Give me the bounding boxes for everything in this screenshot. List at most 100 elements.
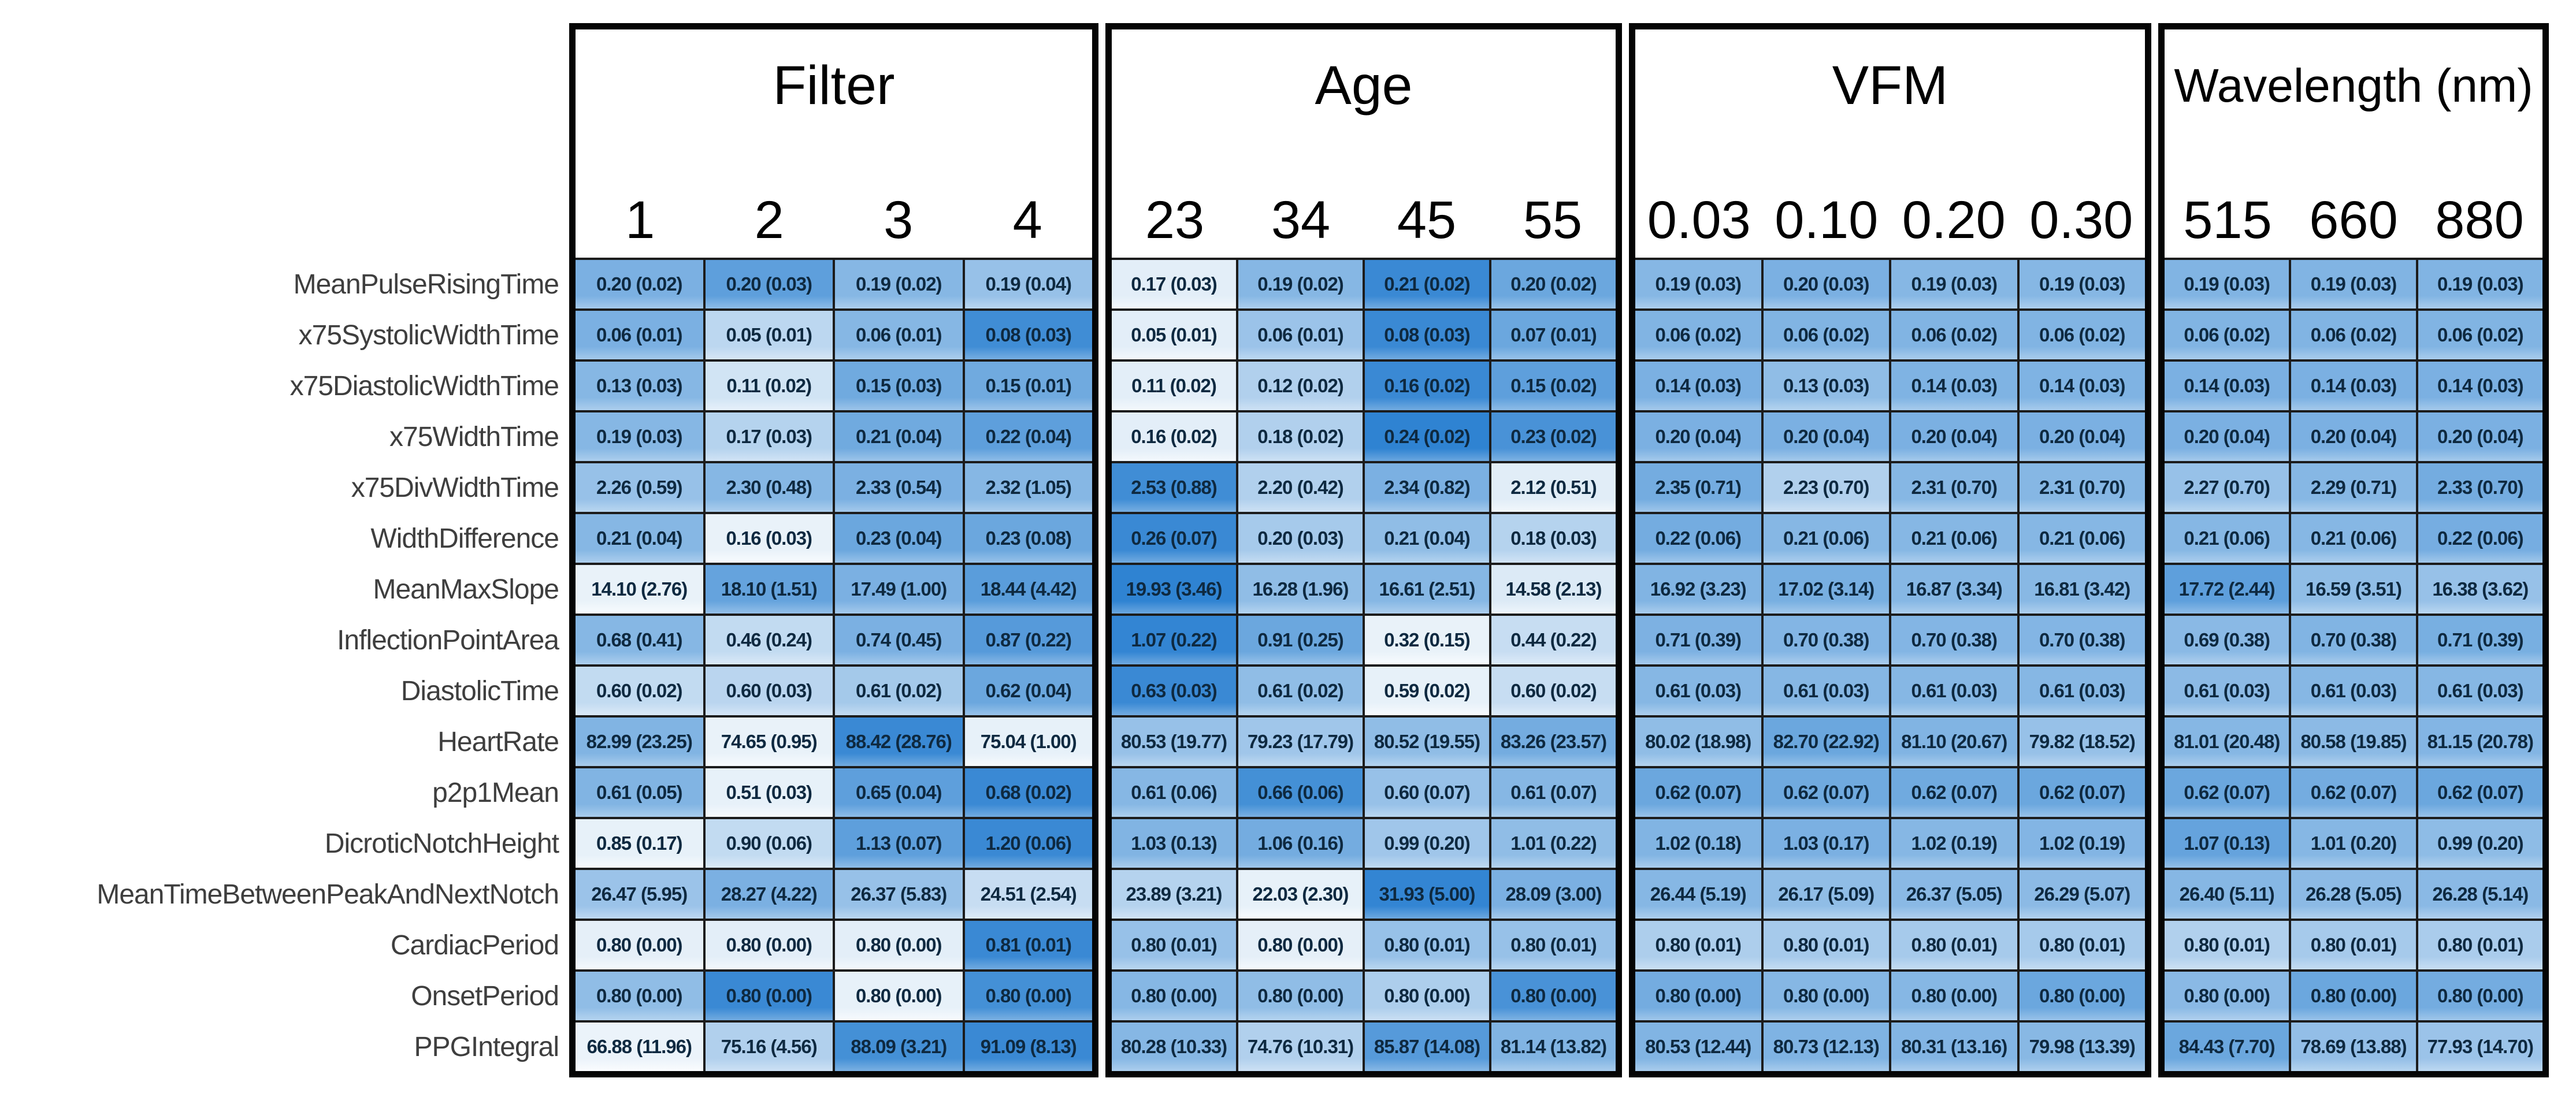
heatmap-cell: 0.61 (0.02)	[835, 667, 963, 715]
heatmap-cell: 0.44 (0.22)	[1491, 616, 1616, 664]
heatmap-cell: 81.10 (20.67)	[1891, 718, 2017, 766]
heatmap-cell: 17.72 (2.44)	[2165, 565, 2289, 614]
heatmap-cell: 0.90 (0.06)	[705, 819, 833, 868]
column-header: 3	[884, 191, 914, 250]
heatmap-cell: 0.13 (0.03)	[576, 362, 703, 410]
heatmap-cell: 0.80 (0.00)	[835, 972, 963, 1020]
heatmap-cell: 17.02 (3.14)	[1763, 565, 1889, 614]
heatmap-cell: 0.62 (0.07)	[2019, 768, 2145, 817]
heatmap-cell: 0.61 (0.02)	[1238, 667, 1363, 715]
heatmap-cell: 26.40 (5.11)	[2165, 870, 2289, 919]
column-header: 0.30	[2029, 191, 2133, 250]
column-headers: 1 2 3 4	[576, 142, 1092, 258]
heatmap-cell: 0.21 (0.02)	[1365, 260, 1489, 308]
heatmap-cell: 0.19 (0.02)	[1238, 260, 1363, 308]
cells-grid: 0.17 (0.03) 0.19 (0.02) 0.21 (0.02) 0.20 (0…	[1112, 258, 1616, 1071]
heatmap-cell: 0.80 (0.01)	[1763, 921, 1889, 969]
heatmap-cell: 0.07 (0.01)	[1491, 311, 1616, 359]
heatmap-cell: 0.19 (0.03)	[2165, 260, 2289, 308]
heatmap-cell: 0.66 (0.06)	[1238, 768, 1363, 817]
heatmap-cell: 74.76 (10.31)	[1238, 1023, 1363, 1071]
heatmap-cell: 14.10 (2.76)	[576, 565, 703, 614]
heatmap-cell: 0.20 (0.04)	[1891, 412, 2017, 461]
heatmap-cell: 0.22 (0.06)	[2418, 514, 2542, 563]
heatmap-cell: 1.20 (0.06)	[964, 819, 1092, 868]
row-label: MeanPulseRisingTime	[293, 269, 559, 300]
heatmap-cell: 0.06 (0.01)	[1238, 311, 1363, 359]
heatmap-cell: 0.70 (0.38)	[2291, 616, 2416, 664]
heatmap-cell: 0.20 (0.04)	[1763, 412, 1889, 461]
heatmap-cell: 0.06 (0.02)	[1635, 311, 1761, 359]
heatmap-cell: 0.91 (0.25)	[1238, 616, 1363, 664]
heatmap-cell: 0.18 (0.03)	[1491, 514, 1616, 563]
heatmap-cell: 1.02 (0.18)	[1635, 819, 1761, 868]
column-header: 34	[1271, 191, 1331, 250]
heatmap-cell: 26.37 (5.83)	[835, 870, 963, 919]
heatmap-cell: 0.61 (0.03)	[2291, 667, 2416, 715]
heatmap-cell: 0.08 (0.03)	[1365, 311, 1489, 359]
heatmap-cell: 0.71 (0.39)	[2418, 616, 2542, 664]
row-label: x75SystolicWidthTime	[298, 319, 559, 351]
heatmap-cell: 0.61 (0.03)	[2019, 667, 2145, 715]
heatmap-cell: 0.05 (0.01)	[705, 311, 833, 359]
row-labels-column: MeanPulseRisingTime x75SystolicWidthTime x…	[0, 23, 569, 1071]
heatmap-cell: 83.26 (23.57)	[1491, 718, 1616, 766]
heatmap-cell: 0.61 (0.03)	[2165, 667, 2289, 715]
heatmap-cell: 0.65 (0.04)	[835, 768, 963, 817]
heatmap-cell: 0.80 (0.00)	[1112, 972, 1236, 1020]
heatmap-cell: 80.53 (12.44)	[1635, 1023, 1761, 1071]
heatmap-cell: 84.43 (7.70)	[2165, 1023, 2289, 1071]
heatmap-cell: 0.06 (0.02)	[1891, 311, 2017, 359]
heatmap-cell: 0.14 (0.03)	[2418, 362, 2542, 410]
heatmap-cell: 2.30 (0.48)	[705, 463, 833, 512]
heatmap-cell: 0.06 (0.01)	[576, 311, 703, 359]
heatmap-cell: 91.09 (8.13)	[964, 1023, 1092, 1071]
heatmap-cell: 0.19 (0.03)	[1891, 260, 2017, 308]
heatmap-cell: 81.15 (20.78)	[2418, 718, 2542, 766]
column-header: 0.03	[1647, 191, 1751, 250]
heatmap-cell: 0.62 (0.07)	[2418, 768, 2542, 817]
heatmap-cell: 16.28 (1.96)	[1238, 565, 1363, 614]
heatmap-cell: 0.14 (0.03)	[2291, 362, 2416, 410]
column-headers: 515 660 880	[2165, 142, 2542, 258]
heatmap-cell: 0.21 (0.06)	[2165, 514, 2289, 563]
heatmap-cell: 0.21 (0.06)	[1763, 514, 1889, 563]
heatmap-cell: 80.31 (13.16)	[1891, 1023, 2017, 1071]
heatmap-cell: 75.16 (4.56)	[705, 1023, 833, 1071]
heatmap-cell: 0.18 (0.02)	[1238, 412, 1363, 461]
heatmap-cell: 0.14 (0.03)	[1635, 362, 1761, 410]
heatmap-cell: 0.62 (0.07)	[1635, 768, 1761, 817]
heatmap-cell: 0.20 (0.03)	[1238, 514, 1363, 563]
heatmap-cell: 0.81 (0.01)	[964, 921, 1092, 969]
heatmap-cell: 1.06 (0.16)	[1238, 819, 1363, 868]
heatmap-cell: 0.21 (0.04)	[835, 412, 963, 461]
heatmap-cell: 18.44 (4.42)	[964, 565, 1092, 614]
heatmap-cell: 0.06 (0.02)	[2165, 311, 2289, 359]
column-header: 660	[2309, 191, 2398, 250]
heatmap-cell: 0.14 (0.03)	[2019, 362, 2145, 410]
column-header: 45	[1397, 191, 1457, 250]
heatmap-cell: 1.01 (0.20)	[2291, 819, 2416, 868]
row-label: x75DivWidthTime	[351, 472, 559, 503]
heatmap-cell: 22.03 (2.30)	[1238, 870, 1363, 919]
heatmap-cell: 81.14 (13.82)	[1491, 1023, 1616, 1071]
heatmap-cell: 80.73 (12.13)	[1763, 1023, 1889, 1071]
heatmap-cell: 82.70 (22.92)	[1763, 718, 1889, 766]
heatmap-cell: 16.81 (3.42)	[2019, 565, 2145, 614]
cells-grid: 0.19 (0.03) 0.19 (0.03) 0.19 (0.03) 0.06 (0…	[2165, 258, 2542, 1071]
heatmap-cell: 1.02 (0.19)	[2019, 819, 2145, 868]
heatmap-cell: 0.80 (0.00)	[835, 921, 963, 969]
row-label: DiastolicTime	[400, 675, 559, 707]
heatmap-cell: 80.52 (19.55)	[1365, 718, 1489, 766]
heatmap-cell: 79.98 (13.39)	[2019, 1023, 2145, 1071]
heatmap-cell: 0.80 (0.00)	[1238, 972, 1363, 1020]
heatmap-cell: 77.93 (14.70)	[2418, 1023, 2542, 1071]
column-header: 515	[2183, 191, 2272, 250]
heatmap-cell: 0.20 (0.03)	[705, 260, 833, 308]
heatmap-cell: 0.99 (0.20)	[1365, 819, 1489, 868]
heatmap-cell: 1.13 (0.07)	[835, 819, 963, 868]
heatmap-cell: 2.27 (0.70)	[2165, 463, 2289, 512]
heatmap-cell: 0.19 (0.04)	[964, 260, 1092, 308]
heatmap-cell: 0.05 (0.01)	[1112, 311, 1236, 359]
heatmap-cell: 28.27 (4.22)	[705, 870, 833, 919]
